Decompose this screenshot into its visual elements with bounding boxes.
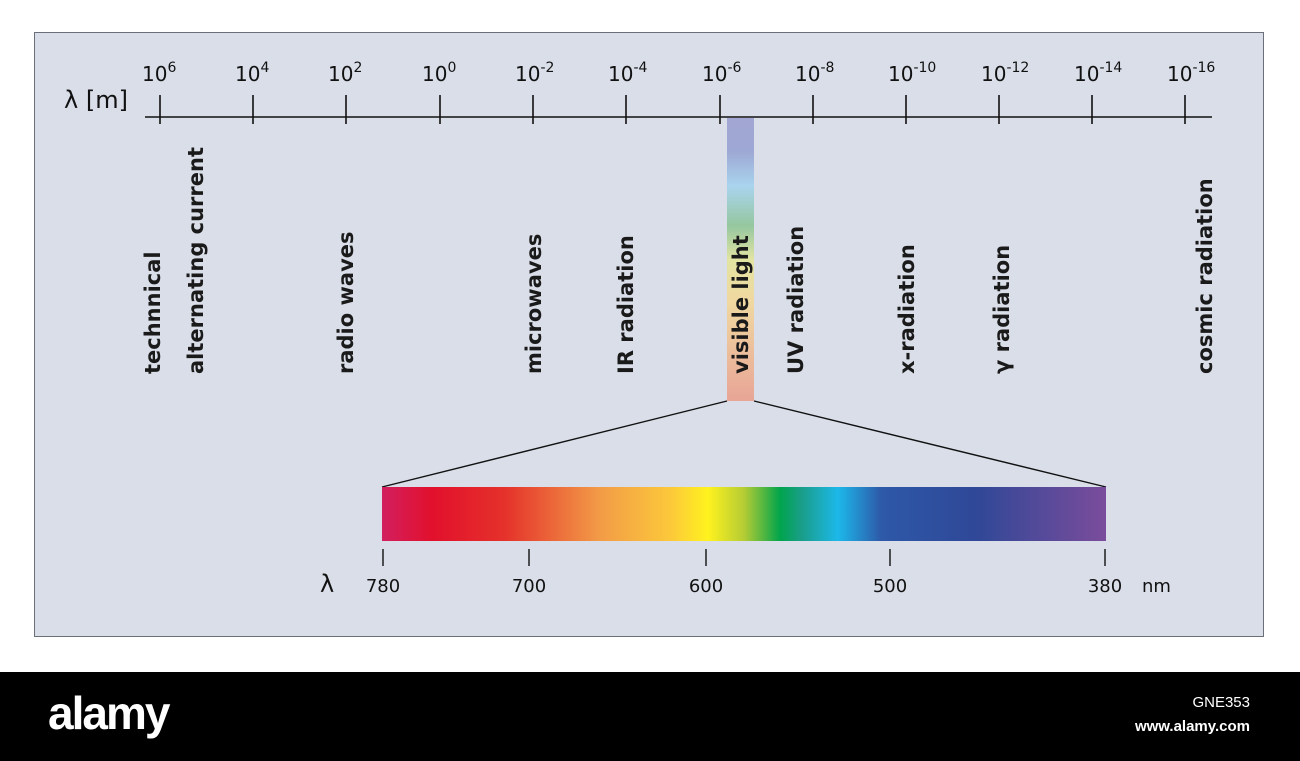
visible-axis-tick-label: 600 [689,576,723,597]
axis-tick-label: 10-10 [888,60,936,86]
diagram-panel [34,32,1264,637]
region-label: alternating current [184,147,208,374]
visible-axis-symbol: λ [320,570,334,598]
axis-tick-label: 104 [235,60,269,86]
axis-tick-label: 10-6 [702,60,742,86]
axis-tick-label: 100 [422,60,456,86]
region-label: microwaves [522,234,546,374]
footer-bar: alamy GNE353 www.alamy.com [0,672,1300,761]
visible-axis-tick-label: 380 [1088,576,1122,597]
wavelength-axis: 106 104 102 100 10-2 10-4 10-6 10-8 10-10 10-12 10… [142,60,1215,124]
region-label: technnical [141,251,165,374]
visible-axis-tick-label: 700 [512,576,546,597]
region-label: γ radiation [990,245,1014,374]
axis-tick-label: 10-14 [1074,60,1122,86]
visible-axis-tick-label: 780 [366,576,400,597]
visible-wavelength-axis: 780 700 600 500 380 [366,549,1122,597]
alamy-logo: alamy [48,687,170,739]
zoom-line-left [381,400,728,488]
region-label: x-radiation [895,244,919,374]
region-label: radio waves [334,232,358,375]
axis-label: λ [m] [64,86,128,114]
axis-tick-label: 10-2 [515,60,554,86]
image-id: GNE353 [1192,694,1250,711]
region-labels: technnical alternating current radio waves… [141,147,1217,374]
axis-tick-label: 10-16 [1167,60,1215,86]
axis-tick-label: 10-12 [981,60,1029,86]
axis-tick-label: 10-4 [608,60,648,86]
visible-axis-tick-label: 500 [873,576,907,597]
region-label: cosmic radiation [1193,178,1217,374]
axis-tick-label: 102 [328,60,362,86]
region-label: UV radiation [784,226,808,374]
axis-tick-label: 10-8 [795,60,834,86]
zoom-line-right [753,400,1107,488]
em-spectrum-diagram: 106 104 102 100 10-2 10-4 10-6 10-8 10-10 10-12 10… [34,32,1264,637]
visible-spectrum-bar [382,487,1106,541]
visible-axis-unit: nm [1142,576,1171,597]
axis-tick-label: 106 [142,60,176,86]
footer-url[interactable]: www.alamy.com [1134,718,1250,735]
visible-light-band [727,118,754,401]
region-label: visible light [729,235,753,374]
region-label: IR radiation [614,235,638,374]
